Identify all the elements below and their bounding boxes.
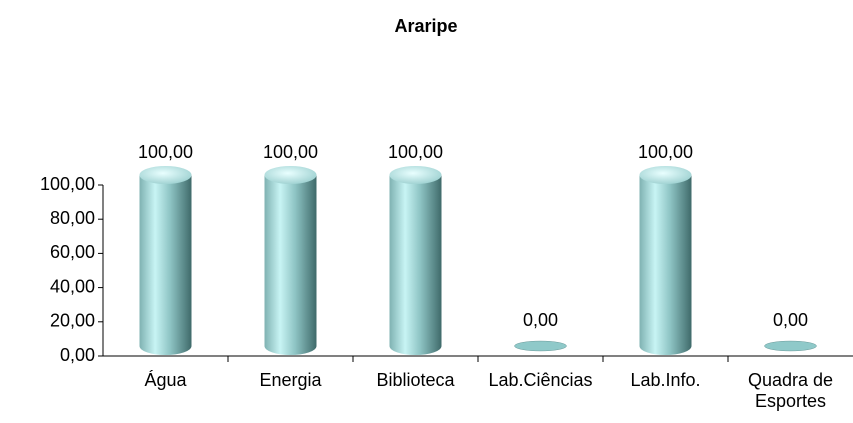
y-tick-label: 0,00 (60, 345, 95, 365)
y-tick-label: 60,00 (50, 242, 95, 262)
value-label: 0,00 (773, 310, 808, 330)
y-tick-label: 40,00 (50, 276, 95, 296)
bar (639, 175, 692, 356)
y-tick-label: 100,00 (40, 174, 95, 194)
bar-top (639, 166, 692, 184)
value-label: 100,00 (638, 142, 693, 162)
bar-top (139, 166, 192, 184)
bar-top (264, 166, 317, 184)
value-label: 100,00 (388, 142, 443, 162)
bar (264, 175, 317, 356)
x-tick-label: Água (144, 370, 187, 390)
value-label: 100,00 (263, 142, 318, 162)
bar (139, 175, 192, 356)
y-tick-label: 80,00 (50, 208, 95, 228)
x-tick-label: Lab.Ciências (488, 370, 593, 390)
x-tick-label: Quadra de Esportes (747, 370, 834, 411)
x-tick-label: Biblioteca (376, 370, 455, 390)
chart-title: Araripe (394, 16, 457, 36)
bar (389, 175, 442, 356)
bar (514, 340, 567, 352)
value-label: 0,00 (523, 310, 558, 330)
value-label: 100,00 (138, 142, 193, 162)
bar (764, 340, 817, 352)
bar-top (389, 166, 442, 184)
x-tick-label: Lab.Info. (630, 370, 701, 390)
y-tick-label: 20,00 (50, 311, 95, 331)
x-tick-label: Energia (259, 370, 322, 390)
